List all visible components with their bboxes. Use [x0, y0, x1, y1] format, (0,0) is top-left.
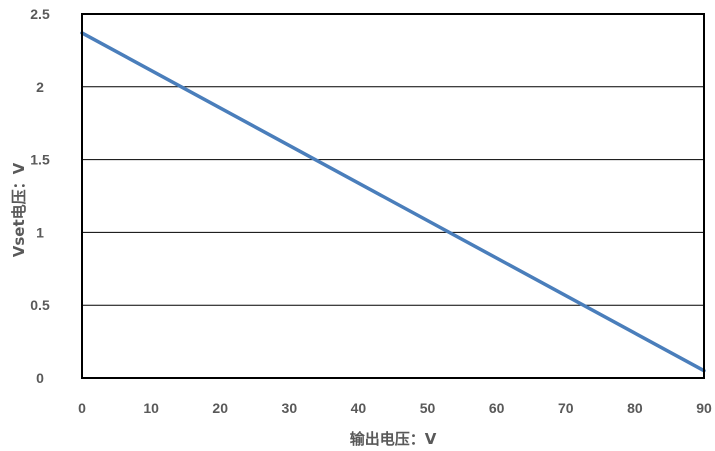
y-tick-label: 0 [36, 370, 44, 386]
plot-area-frame [81, 13, 705, 379]
x-tick-label: 80 [627, 400, 643, 416]
x-tick-label: 60 [489, 400, 505, 416]
y-tick-label: 1.5 [30, 152, 50, 168]
series-line [80, 31, 706, 373]
y-axis-title: Vset电压：V [10, 162, 28, 257]
x-tick-labels: 0 10 20 30 40 50 60 70 80 90 [78, 400, 712, 416]
y-tick-label: 2.5 [30, 6, 50, 22]
x-tick-label: 10 [143, 400, 159, 416]
x-tick-label: 50 [420, 400, 436, 416]
x-tick-label: 20 [212, 400, 228, 416]
y-tick-label: 0.5 [30, 297, 50, 313]
x-tick-label: 0 [78, 400, 86, 416]
x-tick-label: 30 [282, 400, 298, 416]
y-tick-label: 2 [36, 79, 44, 95]
x-tick-label: 90 [696, 400, 712, 416]
x-tick-label: 70 [558, 400, 574, 416]
x-tick-label: 40 [351, 400, 367, 416]
series-layer [80, 31, 706, 373]
y-tick-label: 1 [36, 224, 44, 240]
y-tick-labels: 0 0.5 1 1.5 2 2.5 [30, 6, 50, 386]
grid-lines [82, 86, 704, 306]
x-axis-title: 输出电压：V [350, 430, 437, 448]
